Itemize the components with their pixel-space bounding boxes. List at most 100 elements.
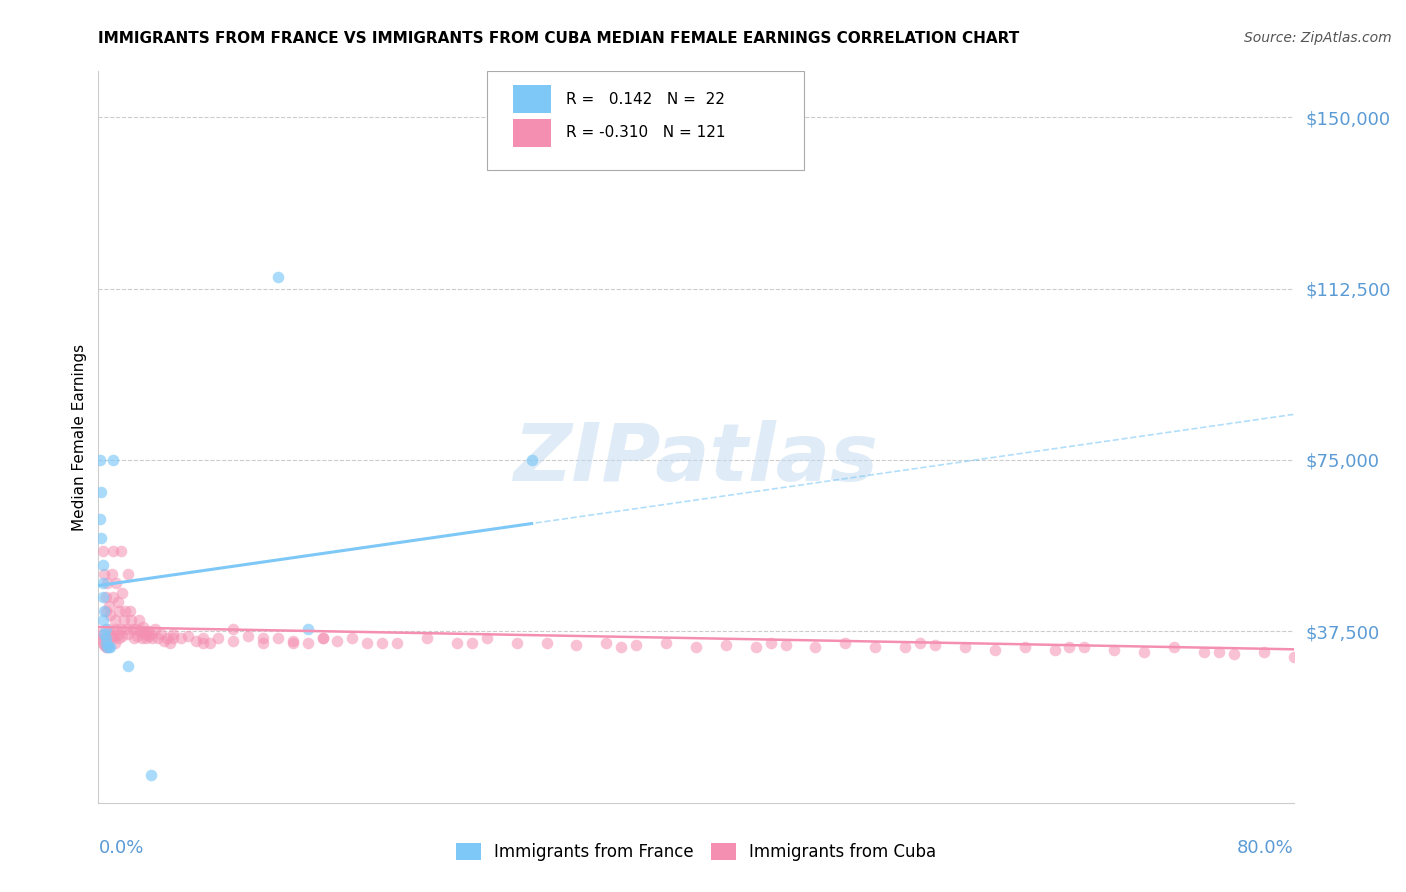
Point bbox=[342, 632, 364, 646]
Point bbox=[111, 629, 134, 643]
Point bbox=[90, 484, 112, 499]
Point bbox=[94, 590, 117, 604]
Point bbox=[107, 626, 129, 640]
Bar bbox=[513, 119, 551, 146]
Point bbox=[135, 632, 157, 646]
Point bbox=[139, 626, 162, 640]
Point bbox=[105, 622, 128, 636]
Text: 0.0%: 0.0% bbox=[98, 839, 143, 857]
Legend: Immigrants from France, Immigrants from Cuba: Immigrants from France, Immigrants from … bbox=[450, 836, 942, 868]
Point bbox=[143, 622, 166, 636]
Point bbox=[759, 636, 782, 650]
Point bbox=[96, 640, 118, 655]
Point bbox=[908, 636, 931, 650]
Point bbox=[111, 585, 134, 599]
Point bbox=[124, 632, 146, 646]
Point bbox=[169, 632, 191, 646]
Point bbox=[93, 567, 115, 582]
Point bbox=[115, 622, 138, 636]
Point bbox=[94, 640, 117, 655]
Point bbox=[97, 640, 120, 655]
Point bbox=[984, 642, 1007, 657]
Point bbox=[236, 629, 259, 643]
Point bbox=[1163, 640, 1185, 655]
Point bbox=[98, 626, 122, 640]
Point bbox=[129, 624, 152, 639]
Point bbox=[326, 633, 349, 648]
Point bbox=[89, 512, 111, 526]
Point bbox=[103, 632, 125, 646]
Point bbox=[626, 638, 648, 652]
Point bbox=[141, 632, 163, 646]
Point bbox=[714, 638, 737, 652]
Point bbox=[200, 636, 222, 650]
Point bbox=[191, 636, 214, 650]
Point bbox=[97, 599, 120, 614]
Point bbox=[804, 640, 827, 655]
Point bbox=[595, 636, 617, 650]
Point bbox=[97, 622, 120, 636]
Point bbox=[101, 567, 124, 582]
Point bbox=[105, 576, 128, 591]
Point bbox=[461, 636, 484, 650]
Point bbox=[446, 636, 468, 650]
Text: IMMIGRANTS FROM FRANCE VS IMMIGRANTS FROM CUBA MEDIAN FEMALE EARNINGS CORRELATIO: IMMIGRANTS FROM FRANCE VS IMMIGRANTS FRO… bbox=[98, 31, 1019, 46]
Point bbox=[520, 453, 543, 467]
Point bbox=[93, 604, 115, 618]
Point bbox=[89, 453, 111, 467]
Point bbox=[90, 632, 112, 646]
Point bbox=[1043, 642, 1066, 657]
Point bbox=[94, 632, 117, 646]
Point bbox=[121, 622, 143, 636]
Text: R =   0.142   N =  22: R = 0.142 N = 22 bbox=[565, 92, 724, 107]
Point bbox=[91, 590, 114, 604]
Point bbox=[98, 608, 122, 623]
Point bbox=[96, 640, 118, 655]
Point bbox=[93, 626, 115, 640]
Point bbox=[104, 613, 127, 627]
Point bbox=[127, 629, 149, 643]
Point bbox=[222, 622, 245, 636]
Point bbox=[104, 636, 127, 650]
Point bbox=[1133, 645, 1156, 659]
Point bbox=[267, 270, 290, 285]
Point bbox=[177, 629, 200, 643]
Point bbox=[107, 594, 129, 608]
Point bbox=[685, 640, 707, 655]
Point bbox=[94, 636, 117, 650]
Point bbox=[91, 544, 114, 558]
Point bbox=[150, 626, 173, 640]
Point bbox=[953, 640, 976, 655]
Point bbox=[297, 622, 319, 636]
Point bbox=[117, 567, 139, 582]
Point bbox=[103, 544, 125, 558]
Point bbox=[156, 632, 179, 646]
Point bbox=[118, 604, 141, 618]
Point bbox=[112, 613, 135, 627]
Point bbox=[162, 632, 184, 646]
Point bbox=[153, 633, 176, 648]
Point bbox=[1073, 640, 1095, 655]
Point bbox=[110, 622, 132, 636]
Point bbox=[91, 613, 114, 627]
Text: 80.0%: 80.0% bbox=[1237, 839, 1294, 857]
Point bbox=[281, 633, 304, 648]
Point bbox=[506, 636, 529, 650]
Text: Source: ZipAtlas.com: Source: ZipAtlas.com bbox=[1244, 31, 1392, 45]
Point bbox=[120, 613, 142, 627]
Point bbox=[297, 636, 319, 650]
Point bbox=[98, 640, 122, 655]
Point bbox=[865, 640, 887, 655]
Point bbox=[138, 629, 160, 643]
Point bbox=[103, 590, 125, 604]
Point bbox=[1014, 640, 1036, 655]
Point bbox=[371, 636, 394, 650]
Point bbox=[94, 604, 117, 618]
Point bbox=[1104, 642, 1126, 657]
Point bbox=[385, 636, 409, 650]
Point bbox=[117, 658, 139, 673]
Point bbox=[125, 622, 148, 636]
FancyBboxPatch shape bbox=[486, 71, 804, 170]
Point bbox=[91, 636, 114, 650]
Point bbox=[162, 626, 184, 640]
